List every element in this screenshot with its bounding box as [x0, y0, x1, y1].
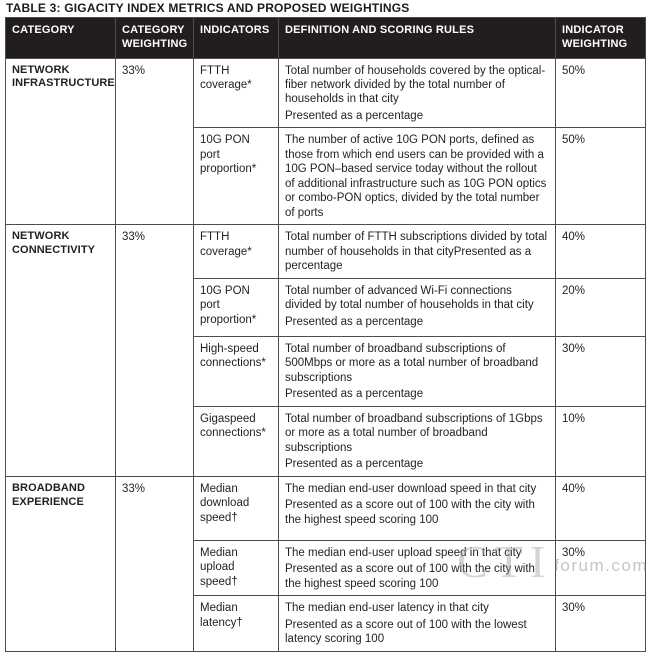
- col-header-category: CATEGORY: [5, 17, 116, 59]
- definition-paragraph: Presented as a score out of 100 with the…: [285, 618, 527, 646]
- indicator-weighting-cell: 50%: [555, 127, 646, 226]
- definition-cell: The median end-user upload speed in that…: [278, 539, 556, 597]
- col-header-indicator-weighting: INDICATOR WEIGHTING: [555, 17, 646, 59]
- indicator-weighting-cell: 30%: [555, 595, 646, 652]
- table-title: TABLE 3: GIGACITY INDEX METRICS AND PROP…: [6, 1, 410, 15]
- indicator-cell: FTTH coverage*: [193, 57, 279, 129]
- definition-cell: The median end-user latency in that city…: [278, 595, 556, 652]
- definition-paragraph: Total number of FTTH subscriptions divid…: [285, 231, 548, 273]
- definition-paragraph: Presented as a percentage: [285, 315, 424, 328]
- definition-paragraph: Total number of advanced Wi-Fi connectio…: [285, 284, 534, 312]
- indicator-cell: Median latency†: [193, 595, 279, 652]
- indicator-cell: FTTH coverage*: [193, 224, 279, 279]
- definition-paragraph: Total number of broadband subscriptions …: [285, 412, 543, 454]
- table-row: NETWORK CONNECTIVITY 33% FTTH coverage* Tot…: [5, 224, 646, 477]
- definition-cell: Total number of FTTH subscriptions divid…: [278, 224, 556, 279]
- indicator-weighting-cell: 40%: [555, 224, 646, 279]
- definition-cell: The number of active 10G PON ports, defi…: [278, 127, 556, 226]
- definition-paragraph: Total number of households covered by th…: [285, 64, 546, 106]
- table-row: 10G PON port proportion* The number of ac…: [6, 127, 646, 226]
- definition-paragraph: The median end-user latency in that city: [285, 602, 489, 615]
- category-weighting-cell: 33%: [115, 57, 194, 226]
- definition-cell: Total number of advanced Wi-Fi connectio…: [278, 277, 556, 337]
- definition-paragraph: Presented as a percentage: [285, 458, 424, 471]
- indicator-cell: 10G PON port proportion*: [193, 127, 279, 226]
- definition-paragraph: Presented as a percentage: [285, 109, 424, 122]
- definition-paragraph: The median end-user download speed in th…: [285, 482, 537, 495]
- indicator-weighting-cell: 20%: [555, 277, 646, 337]
- indicator-weighting-cell: 50%: [555, 57, 646, 129]
- indicator-cell: Gigaspeed connections*: [193, 405, 279, 477]
- category-cell: BROADBAND EXPERIENCE: [5, 475, 116, 652]
- table-row: 10G PON port proportion* Total number of …: [6, 277, 646, 337]
- indicator-weighting-cell: 30%: [555, 335, 646, 407]
- definition-cell: Total number of households covered by th…: [278, 57, 556, 129]
- category-weighting-cell: 33%: [115, 224, 194, 477]
- table-body: NETWORK INFRASTRUCTURE 33% FTTH coverage* T…: [5, 57, 646, 652]
- indicator-cell: Median download speed†: [193, 475, 279, 541]
- indicator-cell: High-speed connections*: [193, 335, 279, 407]
- table-header-row: CATEGORY CATEGORY WEIGHTING INDICATORS D…: [5, 17, 646, 59]
- col-header-category-weighting: CATEGORY WEIGHTING: [115, 17, 194, 59]
- col-header-indicators: INDICATORS: [193, 17, 279, 59]
- indicator-cell: Median upload speed†: [193, 539, 279, 597]
- indicator-weighting-cell: 10%: [555, 405, 646, 477]
- col-header-definition: DEFINITION AND SCORING RULES: [278, 17, 556, 59]
- definition-paragraph: The number of active 10G PON ports, defi…: [285, 134, 547, 219]
- category-cell: NETWORK CONNECTIVITY: [5, 224, 116, 477]
- definition-paragraph: Presented as a score out of 100 with the…: [285, 563, 535, 590]
- table-row: Gigaspeed connections* Total number of br…: [6, 405, 646, 477]
- definition-paragraph: Presented as a score out of 100 with the…: [285, 499, 535, 526]
- indicator-weighting-cell: 40%: [555, 475, 646, 541]
- indicator-weighting-cell: 30%: [555, 539, 646, 597]
- definition-cell: Total number of broadband subscriptions …: [278, 335, 556, 407]
- definition-paragraph: The median end-user upload speed in that…: [285, 546, 522, 559]
- indicator-cell: 10G PON port proportion*: [193, 277, 279, 337]
- definition-cell: Total number of broadband subscriptions …: [278, 405, 556, 477]
- category-weighting-cell: 33%: [115, 475, 194, 652]
- gigacity-index-table: CATEGORY CATEGORY WEIGHTING INDICATORS D…: [5, 17, 646, 652]
- definition-cell: The median end-user download speed in th…: [278, 475, 556, 541]
- table-row: NETWORK INFRASTRUCTURE 33% FTTH coverage* T…: [5, 57, 646, 226]
- definition-paragraph: Total number of broadband subscriptions …: [285, 342, 539, 384]
- definition-paragraph: Presented as a percentage: [285, 388, 424, 401]
- table-row: High-speed connections* Total number of b…: [6, 335, 646, 407]
- category-cell: NETWORK INFRASTRUCTURE: [5, 57, 116, 226]
- table-row: BROADBAND EXPERIENCE 33% Median download s…: [5, 475, 646, 652]
